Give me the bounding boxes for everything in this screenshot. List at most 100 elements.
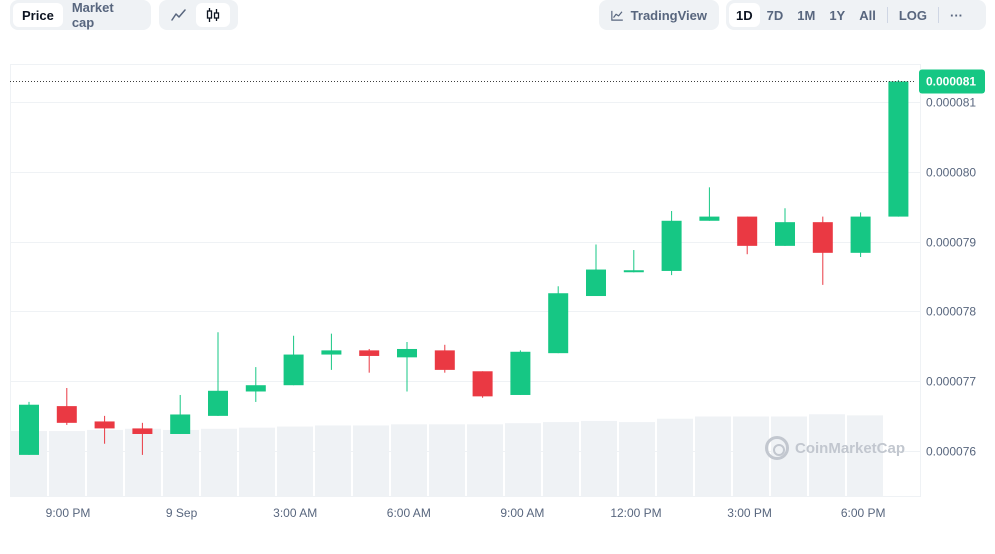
- candle-body: [699, 216, 720, 221]
- candle[interactable]: [472, 371, 493, 398]
- toolbar-divider: [938, 7, 940, 23]
- candle-body: [623, 270, 644, 273]
- candle[interactable]: [775, 208, 795, 246]
- candle-body: [434, 350, 455, 370]
- tradingview-group: TradingView: [599, 0, 719, 30]
- volume-bar: [429, 424, 465, 496]
- line-chart-button[interactable]: [162, 3, 196, 27]
- candle-body: [586, 269, 606, 297]
- range-7d[interactable]: 7D: [766, 7, 784, 23]
- watermark-text: CoinMarketCap: [795, 439, 906, 457]
- volume-bar: [543, 422, 579, 496]
- candle[interactable]: [245, 367, 266, 402]
- volume-bar: [49, 431, 85, 496]
- candle-body: [245, 385, 266, 392]
- volume-bar: [695, 416, 731, 496]
- y-tick-label: 0.000077: [926, 375, 976, 389]
- candle-body: [737, 216, 758, 246]
- log-scale-toggle[interactable]: LOG: [898, 7, 928, 23]
- y-tick-label: 0.000079: [926, 236, 976, 250]
- candle[interactable]: [888, 80, 909, 217]
- range-1y[interactable]: 1Y: [829, 7, 846, 23]
- tab-market-cap[interactable]: Market cap: [71, 0, 114, 30]
- volume-bar: [353, 425, 389, 496]
- candle-body: [888, 81, 909, 217]
- candle[interactable]: [359, 348, 380, 373]
- x-tick-label: 6:00 PM: [841, 506, 886, 520]
- volume-bars: [11, 414, 883, 496]
- x-tick-label: 12:00 PM: [610, 506, 661, 520]
- tradingview-button[interactable]: TradingView: [602, 3, 716, 27]
- candle[interactable]: [208, 332, 228, 416]
- y-tick-label: 0.000076: [926, 445, 976, 459]
- candlestick-button[interactable]: [196, 3, 230, 27]
- x-tick-label: 9:00 PM: [46, 506, 91, 520]
- candle-body: [775, 222, 795, 246]
- watermark: CoinMarketCap: [765, 436, 905, 460]
- y-tick-label: 0.000081: [926, 96, 976, 110]
- candle-body: [661, 220, 682, 271]
- volume-bar: [809, 414, 845, 496]
- candle[interactable]: [19, 401, 39, 455]
- volume-bar: [505, 423, 541, 496]
- candle-body: [208, 390, 228, 416]
- y-tick-label: 0.000078: [926, 305, 976, 319]
- chart-toolbar: Price Market cap TradingView 1: [0, 0, 995, 30]
- volume-bar: [619, 422, 655, 496]
- range-1d[interactable]: 1D: [729, 3, 760, 27]
- chart-style-tabs: [159, 0, 238, 30]
- volume-bar: [467, 424, 503, 496]
- coinmarketcap-logo-icon: [765, 436, 789, 460]
- volume-bar: [315, 425, 351, 496]
- candle[interactable]: [434, 344, 455, 373]
- candle[interactable]: [283, 335, 304, 386]
- candle[interactable]: [510, 350, 531, 395]
- candle[interactable]: [321, 333, 342, 370]
- candle-body: [132, 428, 153, 434]
- candle[interactable]: [812, 216, 833, 285]
- candle-body: [850, 216, 871, 253]
- candle-body: [359, 350, 380, 356]
- candle-body: [472, 371, 493, 397]
- volume-bar: [163, 429, 199, 496]
- candle[interactable]: [94, 415, 115, 444]
- range-all[interactable]: All: [859, 7, 876, 23]
- candle[interactable]: [623, 250, 644, 273]
- x-tick-label: 6:00 AM: [387, 506, 431, 520]
- tradingview-label: TradingView: [630, 7, 707, 23]
- candle-body: [56, 406, 77, 423]
- volume-bar: [277, 426, 313, 496]
- candle[interactable]: [737, 216, 758, 255]
- candle[interactable]: [586, 244, 606, 297]
- current-price-label: 0.000081: [926, 75, 976, 89]
- volume-bar: [239, 427, 275, 496]
- candle-body: [94, 421, 115, 429]
- candle[interactable]: [661, 211, 682, 276]
- candle[interactable]: [132, 422, 153, 455]
- x-tick-label: 9 Sep: [166, 506, 198, 520]
- candle-body: [548, 293, 569, 354]
- x-tick-label: 9:00 AM: [500, 506, 544, 520]
- candle[interactable]: [850, 212, 871, 258]
- candle-body: [283, 354, 304, 386]
- candlestick-icon: [206, 8, 220, 22]
- candle[interactable]: [170, 394, 191, 434]
- volume-bar: [581, 420, 617, 496]
- tab-price[interactable]: Price: [13, 3, 63, 27]
- more-options-button[interactable]: ···: [950, 7, 964, 23]
- volume-bar: [201, 428, 237, 496]
- range-1m[interactable]: 1M: [797, 7, 816, 23]
- volume-bar: [657, 418, 693, 496]
- candle-body: [19, 404, 39, 455]
- tradingview-chart-icon: [611, 10, 623, 21]
- x-tick-label: 3:00 AM: [273, 506, 317, 520]
- volume-bar: [733, 416, 769, 496]
- candles: [19, 80, 909, 455]
- toolbar-divider: [886, 7, 888, 23]
- candle[interactable]: [397, 342, 417, 392]
- volume-bar: [847, 415, 883, 496]
- candle[interactable]: [548, 286, 569, 354]
- candle[interactable]: [56, 388, 77, 425]
- candle[interactable]: [699, 187, 720, 221]
